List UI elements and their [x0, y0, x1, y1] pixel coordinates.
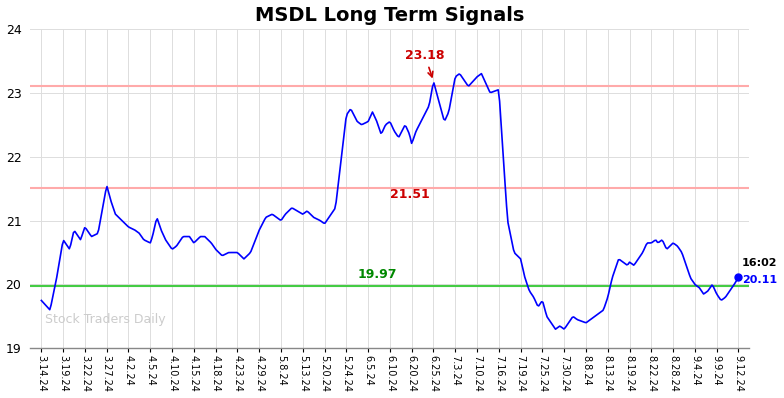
Text: 21.51: 21.51: [390, 188, 430, 201]
Text: 23.18: 23.18: [405, 49, 445, 77]
Text: 20.11: 20.11: [742, 275, 777, 285]
Text: Stock Traders Daily: Stock Traders Daily: [45, 313, 165, 326]
Title: MSDL Long Term Signals: MSDL Long Term Signals: [256, 6, 524, 25]
Text: 16:02: 16:02: [742, 258, 777, 268]
Text: 19.97: 19.97: [358, 268, 397, 281]
